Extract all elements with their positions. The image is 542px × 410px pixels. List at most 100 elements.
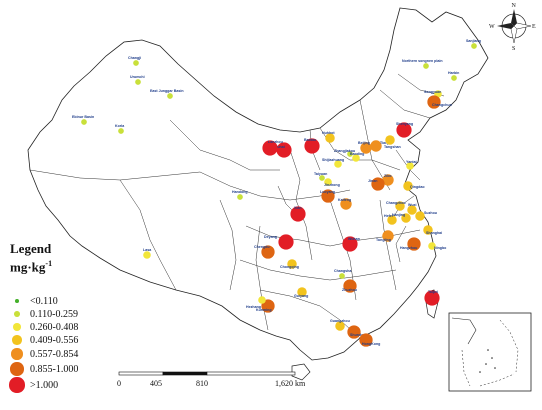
- city-point-handong: [237, 194, 243, 200]
- city-point-beijing: [360, 142, 372, 154]
- city-point-hefei: [387, 215, 397, 225]
- city-point-shenyang: [396, 122, 412, 138]
- scale-tick-0: 0: [117, 379, 121, 388]
- city-label: Lasa: [143, 248, 152, 252]
- city-point-luoyang: [321, 189, 335, 203]
- city-label: Tongling: [376, 238, 391, 242]
- city-point-guangzhou: [335, 321, 345, 331]
- city-point-lanzhou: [262, 140, 278, 156]
- city-label: HongKong: [362, 342, 380, 346]
- legend-label: <0.110: [30, 295, 58, 307]
- city-point-ebinur-basin: [81, 119, 87, 125]
- legend-swatch: [8, 323, 26, 331]
- legend-heading: Legend: [10, 241, 52, 256]
- city-point-xian: [290, 206, 306, 222]
- city-point-taipei: [424, 290, 440, 306]
- city-label: Taiyuan: [314, 172, 327, 176]
- compass-e: E: [532, 24, 536, 30]
- legend-label: 0.260-0.408: [30, 321, 79, 333]
- city-point-jinzhong: [324, 178, 332, 186]
- city-label: Harbin: [448, 71, 459, 75]
- city-point-shunde: [347, 325, 361, 339]
- city-point-huhhot: [325, 133, 335, 143]
- city-point-tangshan: [385, 135, 395, 145]
- city-label: Chongqing: [280, 265, 299, 269]
- legend-label: 0.409-0.556: [30, 334, 79, 346]
- city-point-tianjin: [370, 140, 382, 152]
- legend-item: >1.000: [8, 377, 59, 393]
- city-label: Yantai: [406, 160, 417, 164]
- city-point-tongling: [382, 230, 394, 242]
- city-point-kaifeng: [340, 198, 352, 210]
- city-point-east-junggar-basin: [167, 93, 173, 99]
- city-point-shanghai: [423, 225, 433, 235]
- city-point-changchun: [427, 95, 441, 109]
- city-label: Ningbo: [434, 246, 447, 250]
- city-label: Zhangjiakou: [334, 149, 355, 153]
- city-label: Shanghai: [426, 231, 442, 235]
- city-label: Suzhou: [424, 211, 437, 215]
- city-label: Korla: [115, 124, 125, 128]
- city-point-hangzhou: [407, 237, 421, 251]
- city-label: Deyang: [264, 235, 277, 239]
- city-label: Jinzhong: [324, 183, 340, 187]
- city-label: Guiyang: [294, 294, 308, 298]
- city-point-wuhan: [342, 236, 358, 252]
- city-label: Shenyang: [396, 122, 413, 126]
- legend-label: >1.000: [30, 379, 59, 391]
- province-boundaries: [29, 73, 445, 339]
- city-label: Handong: [232, 190, 248, 194]
- city-label: Kunming: [256, 308, 272, 312]
- city-label: Kaifeng: [338, 198, 351, 202]
- city-label: Hangzhou: [400, 246, 417, 250]
- legend-swatch: [8, 348, 26, 360]
- city-label: Huhhot: [322, 131, 335, 135]
- city-points: Changji East Junggar Basin Urumchi Ebinur B…: [72, 39, 481, 347]
- city-label: Zhuzhou: [342, 288, 357, 292]
- city-label: Taipei: [428, 290, 438, 294]
- city-label: East Junggar Basin: [150, 89, 184, 93]
- city-point-jinan: [371, 177, 385, 191]
- city-label: Changchun: [432, 103, 452, 107]
- city-point-deyang: [278, 234, 294, 250]
- legend-item: 0.409-0.556: [8, 333, 78, 347]
- scale-bar: 0 405 810 1,620 km: [117, 371, 306, 388]
- compass-n: N: [512, 3, 517, 9]
- city-point-zhuzhou: [343, 279, 357, 293]
- city-label: Shunde: [350, 333, 363, 337]
- city-label: Qingdao: [410, 185, 425, 189]
- city-label: Shijiazhuang: [322, 158, 344, 162]
- city-point-changzhou: [395, 201, 405, 211]
- legend-unit: mg·kg-1: [10, 259, 53, 275]
- city-label: Baoding: [350, 152, 364, 156]
- south-china-sea-inset: [448, 312, 532, 392]
- legend-item: 0.557-0.854: [8, 347, 78, 361]
- city-label: Jinan: [368, 179, 377, 183]
- city-point-harbin: [451, 75, 457, 81]
- city-label: Chengdu: [254, 245, 270, 249]
- compass-w: W: [489, 24, 495, 30]
- legend-swatch: [8, 299, 26, 303]
- scale-tick-810: 810: [196, 379, 208, 388]
- city-label: Sanjiang: [466, 39, 481, 43]
- city-point-yantai: [406, 162, 414, 170]
- legend-swatch: [8, 362, 26, 376]
- legend-title: Legend mg·kg-1: [10, 241, 52, 274]
- city-point-zhangjiakou: [347, 151, 353, 157]
- city-point-chengdu: [261, 245, 275, 259]
- city-label: Wuxi: [408, 203, 417, 207]
- city-label: Baotou: [304, 138, 316, 142]
- city-label: Zibo: [384, 174, 392, 178]
- city-point-guiyang: [297, 287, 307, 297]
- compass-s: S: [512, 46, 515, 52]
- city-label: Ebinur Basin: [72, 115, 94, 119]
- city-label: Xian: [294, 206, 302, 210]
- city-label: Guangzhou: [330, 319, 350, 323]
- city-label: Hefei: [384, 214, 393, 218]
- city-label: Tangshan: [384, 145, 401, 149]
- city-label: Changji: [128, 56, 141, 60]
- city-point-nanjing: [401, 213, 411, 223]
- city-point-taiyuan: [319, 175, 325, 181]
- scale-tick-1620: 1,620 km: [275, 379, 306, 388]
- city-point-ningbo: [428, 242, 436, 250]
